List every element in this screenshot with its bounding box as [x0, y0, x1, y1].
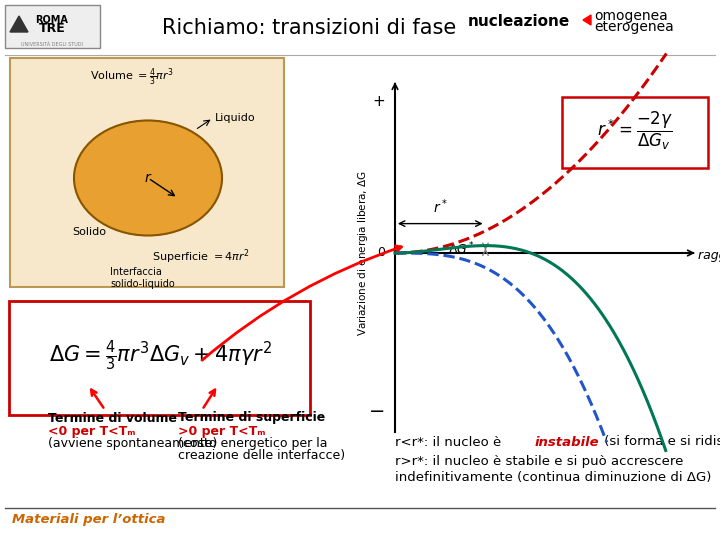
Text: +: +	[372, 94, 385, 110]
Text: $r^* = \dfrac{-2\gamma}{\Delta G_v}$: $r^* = \dfrac{-2\gamma}{\Delta G_v}$	[597, 110, 673, 152]
Text: (avviene spontaneamente): (avviene spontaneamente)	[48, 436, 217, 449]
Text: $r^*$: $r^*$	[433, 197, 448, 215]
Text: $\Delta G^*$: $\Delta G^*$	[449, 241, 475, 258]
Text: $\Delta G = \frac{4}{3}\pi r^3 \Delta G_v + 4\pi\gamma r^2$: $\Delta G = \frac{4}{3}\pi r^3 \Delta G_…	[48, 339, 271, 373]
FancyBboxPatch shape	[10, 58, 284, 287]
Text: Termine di superficie: Termine di superficie	[178, 411, 325, 424]
Text: Solido: Solido	[72, 227, 106, 237]
Text: r>r*: il nucleo è stabile e si può accrescere: r>r*: il nucleo è stabile e si può accre…	[395, 456, 683, 469]
Text: Liquido: Liquido	[215, 113, 256, 123]
Text: instabile: instabile	[535, 435, 600, 449]
Text: creazione delle interfacce): creazione delle interfacce)	[178, 449, 345, 462]
Polygon shape	[10, 16, 28, 32]
Text: Superficie $= 4\pi r^2$: Superficie $= 4\pi r^2$	[152, 248, 250, 266]
Text: Materiali per l’ottica: Materiali per l’ottica	[12, 514, 166, 526]
Text: UNIVERSITÀ DEGLI STUDI: UNIVERSITÀ DEGLI STUDI	[21, 42, 83, 46]
Text: Termine di volume: Termine di volume	[48, 411, 177, 424]
Text: Variazione di energia libera, $\Delta$G: Variazione di energia libera, $\Delta$G	[356, 170, 370, 336]
Text: eterogenea: eterogenea	[594, 20, 674, 34]
Text: omogenea: omogenea	[594, 9, 667, 23]
Polygon shape	[583, 15, 591, 25]
Text: Richiamo: transizioni di fase: Richiamo: transizioni di fase	[162, 18, 456, 38]
FancyBboxPatch shape	[562, 97, 708, 168]
Text: ROMA: ROMA	[35, 15, 68, 25]
Text: Volume $= \frac{4}{3}\pi r^3$: Volume $= \frac{4}{3}\pi r^3$	[90, 66, 174, 87]
Text: (si forma e si ridissolve): (si forma e si ridissolve)	[600, 435, 720, 449]
Text: raggio, r: raggio, r	[698, 248, 720, 261]
Text: 0: 0	[377, 246, 385, 260]
Text: −: −	[369, 402, 385, 422]
Text: $r$: $r$	[144, 171, 152, 185]
Text: indefinitivamente (continua diminuzione di ΔG): indefinitivamente (continua diminuzione …	[395, 471, 711, 484]
Text: TRE: TRE	[39, 23, 66, 36]
Text: Interfaccia
solido-liquido: Interfaccia solido-liquido	[110, 267, 175, 289]
Text: r<r*: il nucleo è: r<r*: il nucleo è	[395, 435, 505, 449]
Text: (costo energetico per la: (costo energetico per la	[178, 436, 328, 449]
FancyBboxPatch shape	[9, 301, 310, 415]
Ellipse shape	[74, 120, 222, 235]
Text: nucleazione: nucleazione	[468, 14, 570, 29]
Text: <0 per T<Tₘ: <0 per T<Tₘ	[48, 424, 135, 437]
Text: >0 per T<Tₘ: >0 per T<Tₘ	[178, 424, 266, 437]
FancyBboxPatch shape	[5, 5, 100, 48]
